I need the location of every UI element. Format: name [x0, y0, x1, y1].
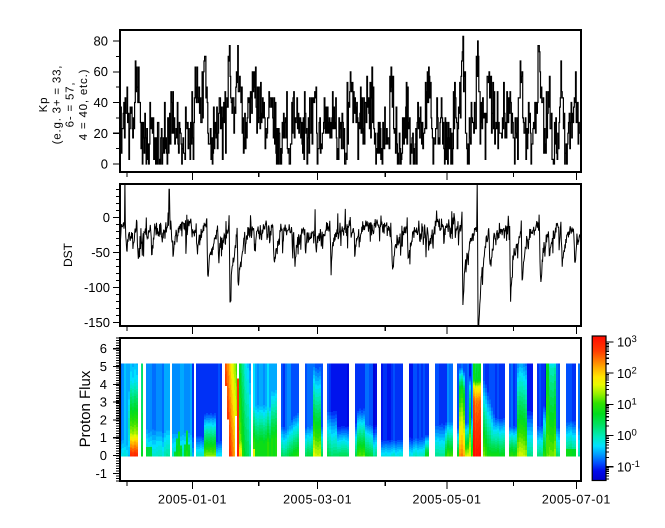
svg-text:2005-07-01: 2005-07-01: [542, 493, 611, 507]
svg-text:2005-01-01: 2005-01-01: [158, 493, 227, 507]
svg-text:2005-03-01: 2005-03-01: [283, 493, 352, 507]
svg-text:-100: -100: [84, 280, 110, 295]
svg-text:60: 60: [94, 64, 108, 79]
svg-text:-1: -1: [95, 466, 107, 481]
svg-text:Proton Flux: Proton Flux: [77, 370, 94, 447]
svg-text:4 = 40, etc.): 4 = 40, etc.): [78, 69, 90, 140]
svg-text:0: 0: [100, 448, 107, 463]
svg-text:6: 6: [100, 341, 107, 356]
svg-text:1: 1: [100, 430, 107, 445]
svg-text:20: 20: [94, 126, 108, 141]
svg-text:-150: -150: [84, 315, 110, 330]
svg-text:40: 40: [94, 95, 108, 110]
svg-text:Kp: Kp: [38, 97, 50, 113]
svg-text:(e.g. 3+ = 33,: (e.g. 3+ = 33,: [51, 65, 63, 145]
svg-text:4: 4: [100, 377, 107, 392]
svg-text:2005-05-01: 2005-05-01: [413, 493, 482, 507]
svg-text:0: 0: [103, 210, 110, 225]
svg-text:3: 3: [100, 395, 107, 410]
svg-text:80: 80: [94, 34, 108, 49]
svg-text:DST: DST: [61, 242, 75, 267]
svg-text:0: 0: [101, 157, 108, 172]
svg-text:2: 2: [100, 412, 107, 427]
svg-text:5: 5: [100, 359, 107, 374]
svg-text:-50: -50: [91, 245, 110, 260]
svg-text:6- = 57,: 6- = 57,: [65, 82, 77, 128]
